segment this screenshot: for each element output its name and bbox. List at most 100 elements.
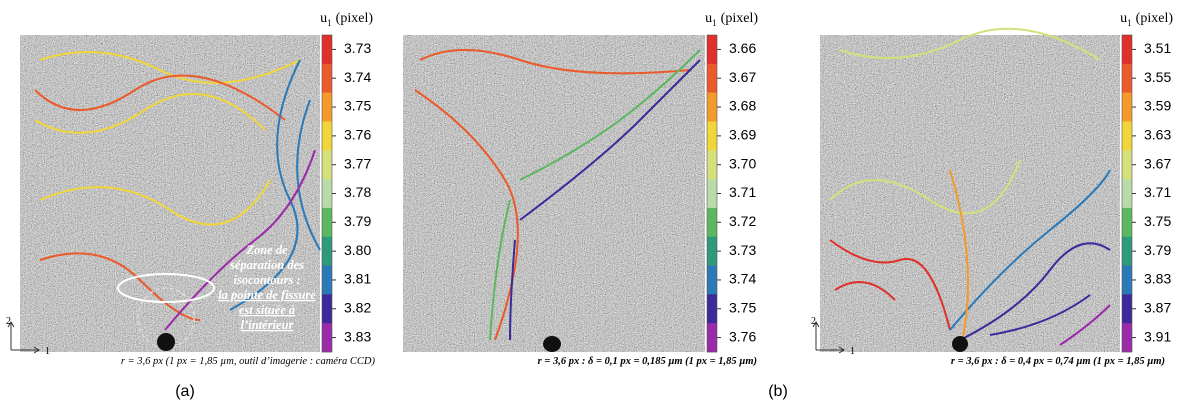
unit-symbol: u bbox=[320, 11, 327, 26]
colorbar-label: 3.76 bbox=[729, 328, 756, 344]
colorbar-label: 3.79 bbox=[1144, 242, 1171, 258]
colorbar-band bbox=[322, 236, 332, 266]
contours bbox=[34, 27, 1111, 351]
speckle-image bbox=[820, 35, 1120, 352]
notch bbox=[952, 336, 968, 352]
notch bbox=[543, 336, 561, 352]
colorbar-label: 3.70 bbox=[729, 155, 756, 171]
caption: r = 3,6 px : δ = 0,1 px = 0,185 µm (1 px… bbox=[538, 356, 757, 367]
colorbar-band bbox=[707, 179, 717, 209]
colorbar-band bbox=[707, 92, 717, 122]
colorbar-label: 3.55 bbox=[1144, 69, 1171, 85]
colorbar-label: 3.59 bbox=[1144, 98, 1171, 114]
axis-arrow bbox=[812, 321, 845, 354]
colorbar-label: 3.91 bbox=[1144, 328, 1171, 344]
colorbar-band bbox=[1122, 207, 1132, 238]
colorbar-band bbox=[322, 294, 332, 324]
colorbar-label: 3.80 bbox=[344, 242, 371, 258]
colorbar-band bbox=[322, 121, 332, 151]
colorbar-label: 3.74 bbox=[344, 69, 371, 85]
annotation: est située à bbox=[239, 303, 295, 317]
axis-label: 2 bbox=[6, 316, 11, 327]
unit: (pixel) bbox=[336, 11, 374, 26]
colorbar-label: 3.78 bbox=[344, 184, 371, 200]
colorbar-label: 3.83 bbox=[1144, 271, 1171, 287]
colorbar-band bbox=[707, 236, 717, 266]
colorbar-band bbox=[707, 294, 717, 324]
colorbar-label: 3.67 bbox=[729, 69, 756, 85]
speckle-image bbox=[20, 35, 320, 352]
colorbar-band bbox=[322, 63, 332, 93]
colorbar-band bbox=[322, 150, 332, 180]
colorbar-band bbox=[707, 121, 717, 151]
colorbar-label: 3.75 bbox=[344, 98, 371, 114]
colorbar-band bbox=[1122, 92, 1132, 122]
annotation: isocontours : bbox=[233, 273, 300, 287]
unit-subscript: 1 bbox=[327, 18, 332, 28]
axis-arrow bbox=[7, 321, 40, 354]
colorbar-band bbox=[707, 207, 717, 238]
colorbar-label: 3.73 bbox=[729, 242, 756, 258]
colorbar-band bbox=[322, 323, 332, 353]
colorbar-band bbox=[1122, 294, 1132, 324]
colorbar-band bbox=[322, 265, 332, 295]
colorbar-label: 3.71 bbox=[1144, 184, 1171, 200]
colorbar-band bbox=[1122, 323, 1132, 353]
colorbar-frame bbox=[1121, 34, 1133, 353]
unit-symbol: u bbox=[705, 11, 712, 26]
annotation: l’intérieur bbox=[241, 318, 294, 332]
colorbar-label: 3.75 bbox=[729, 299, 756, 315]
caption: r = 3,6 px (1 px = 1,85 µm, outil d’imag… bbox=[121, 356, 376, 367]
colorbar-title: u1 (pixel) bbox=[320, 11, 373, 28]
colorbar-label: 3.73 bbox=[344, 40, 371, 56]
axis-label: 1 bbox=[850, 346, 855, 357]
axis-label: 1 bbox=[45, 346, 50, 357]
unit-symbol: u bbox=[1120, 11, 1127, 26]
colorbar-label: 3.81 bbox=[344, 271, 371, 287]
colorbar-label: 3.71 bbox=[729, 184, 756, 200]
colorbar-title: u1 (pixel) bbox=[705, 11, 758, 28]
unit: (pixel) bbox=[721, 11, 759, 26]
colorbar-label: 3.77 bbox=[344, 155, 371, 171]
colorbar-frame bbox=[706, 34, 718, 353]
colorbar-band bbox=[322, 35, 332, 65]
colorbar-label: 3.72 bbox=[729, 213, 756, 229]
caption: r = 3,6 px : δ = 0,4 px = 0,74 µm (1 px … bbox=[951, 356, 1165, 367]
colorbar-band bbox=[1122, 179, 1132, 209]
colorbar-band bbox=[707, 323, 717, 353]
colorbar-band bbox=[1122, 265, 1132, 295]
colorbar-band bbox=[1122, 150, 1132, 180]
colorbar-band bbox=[707, 150, 717, 180]
colorbar-label: 3.63 bbox=[1144, 127, 1171, 143]
colorbar-band bbox=[707, 63, 717, 93]
colorbar-label: 3.68 bbox=[729, 98, 756, 114]
subfigure-label: (b) bbox=[768, 383, 788, 400]
notch bbox=[157, 333, 175, 351]
colorbar-label: 3.74 bbox=[729, 271, 756, 287]
colorbar-label: 3.75 bbox=[1144, 213, 1171, 229]
annotation: séparation des bbox=[229, 258, 304, 272]
highlight-ellipse bbox=[117, 273, 215, 303]
colorbar-band bbox=[707, 265, 717, 295]
colorbar-label: 3.51 bbox=[1144, 40, 1171, 56]
colorbar-frame bbox=[321, 34, 333, 353]
colorbar-band bbox=[1122, 63, 1132, 93]
unit-subscript: 1 bbox=[1127, 18, 1132, 28]
unit-subscript: 1 bbox=[712, 18, 717, 28]
colorbar-band bbox=[1122, 121, 1132, 151]
subfigure-label: (a) bbox=[175, 383, 195, 400]
colorbar-label: 3.79 bbox=[344, 213, 371, 229]
unit: (pixel) bbox=[1136, 11, 1174, 26]
colorbar-band bbox=[707, 35, 717, 65]
colorbar-label: 3.83 bbox=[344, 328, 371, 344]
colorbar-label: 3.69 bbox=[729, 127, 756, 143]
colorbar-band bbox=[1122, 35, 1132, 65]
colorbar-band bbox=[322, 92, 332, 122]
colorbar-label: 3.66 bbox=[729, 40, 756, 56]
colorbar-band bbox=[1122, 236, 1132, 266]
colorbar-label: 3.76 bbox=[344, 127, 371, 143]
annotation: Zone de bbox=[245, 243, 288, 257]
images bbox=[20, 27, 1120, 352]
colorbar-label: 3.87 bbox=[1144, 299, 1171, 315]
